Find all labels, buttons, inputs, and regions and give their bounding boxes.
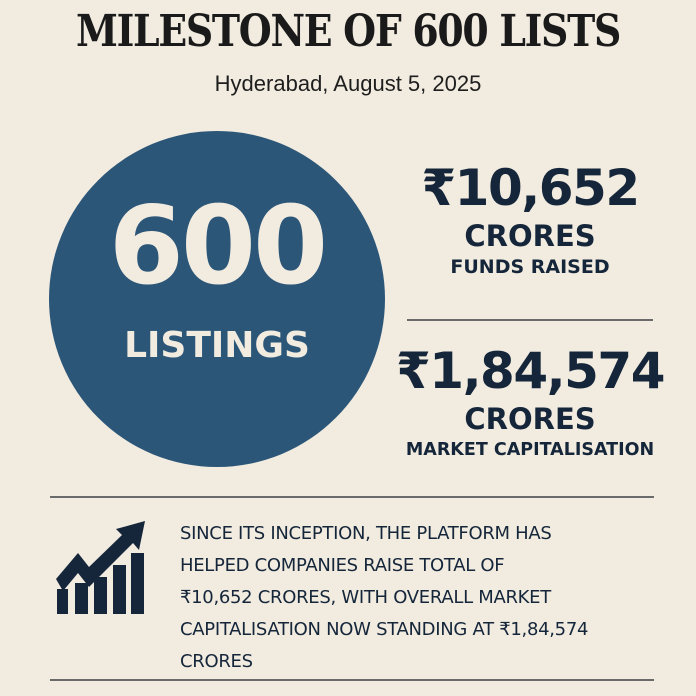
growth-chart-icon [56, 521, 145, 614]
market-cap-stat: ₹1,84,574 CRORES MARKET CAPITALISATION [395, 341, 666, 463]
market-cap-unit: CRORES [464, 402, 596, 436]
funds-raised-stat: ₹10,652 CRORES FUNDS RAISED [395, 158, 665, 280]
listings-count: 600 [108, 184, 328, 309]
funds-raised-unit: CRORES [464, 219, 596, 253]
listings-badge: 600 LISTINGS [49, 131, 385, 467]
summary-text: SINCE ITS INCEPTION, THE PLATFORM HAS HE… [180, 523, 589, 672]
funds-raised-label: FUNDS RAISED [450, 256, 610, 278]
stat-divider [407, 319, 653, 321]
page-title: MILESTONE OF 600 LISTS [75, 6, 621, 57]
summary-top-divider [50, 496, 654, 498]
funds-raised-amount: ₹10,652 [421, 159, 640, 217]
summary-bottom-divider [50, 679, 654, 681]
market-cap-label: MARKET CAPITALISATION [405, 440, 655, 460]
location-date: Hyderabad, August 5, 2025 [214, 71, 482, 96]
market-cap-amount: ₹1,84,574 [395, 342, 666, 400]
listings-label: LISTINGS [124, 325, 310, 366]
